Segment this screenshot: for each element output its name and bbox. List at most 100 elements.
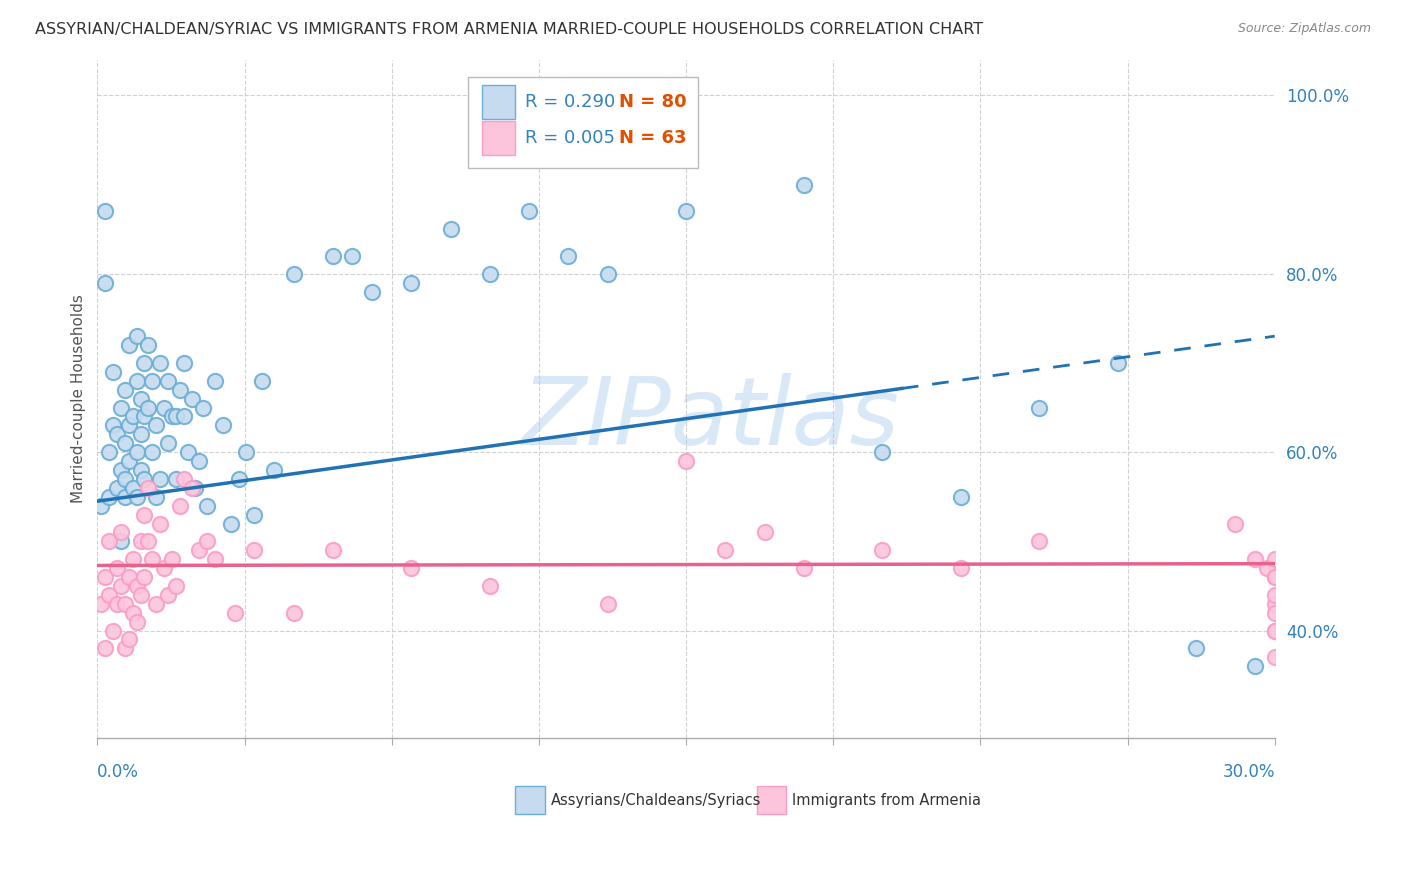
Point: [173, 409, 195, 424]
Point: [118, 338, 141, 352]
Point: [145, 597, 167, 611]
Point: [129, 392, 152, 406]
Point: [322, 543, 344, 558]
Point: [401, 561, 423, 575]
Point: [125, 445, 148, 459]
Point: [129, 427, 152, 442]
Point: [173, 472, 195, 486]
Point: [156, 588, 179, 602]
Point: [675, 454, 697, 468]
Point: [596, 267, 619, 281]
Point: [235, 445, 257, 459]
Point: [228, 472, 250, 486]
Point: [110, 525, 132, 540]
Point: [110, 401, 132, 415]
Point: [149, 472, 172, 486]
Point: [361, 285, 384, 299]
Point: [243, 508, 266, 522]
Text: R = 0.005: R = 0.005: [524, 128, 614, 146]
Point: [1107, 356, 1129, 370]
Point: [98, 445, 121, 459]
Point: [129, 588, 152, 602]
Point: [110, 579, 132, 593]
Point: [134, 409, 156, 424]
Point: [160, 552, 183, 566]
Point: [1264, 597, 1286, 611]
Point: [160, 409, 183, 424]
Point: [118, 570, 141, 584]
Point: [1244, 659, 1267, 673]
Point: [118, 632, 141, 647]
Point: [125, 329, 148, 343]
Point: [439, 222, 461, 236]
Text: N = 80: N = 80: [619, 94, 686, 112]
Point: [250, 374, 273, 388]
Point: [114, 641, 136, 656]
Point: [134, 356, 156, 370]
Point: [145, 490, 167, 504]
Point: [134, 508, 156, 522]
Point: [1264, 624, 1286, 638]
Point: [138, 534, 160, 549]
Point: [478, 579, 501, 593]
Point: [212, 418, 235, 433]
Point: [322, 249, 344, 263]
Point: [1264, 624, 1286, 638]
FancyBboxPatch shape: [468, 77, 697, 168]
Point: [180, 392, 202, 406]
Point: [101, 418, 124, 433]
Point: [195, 499, 218, 513]
Point: [90, 597, 112, 611]
Point: [949, 561, 972, 575]
Point: [1256, 561, 1278, 575]
Point: [169, 499, 191, 513]
Point: [793, 561, 815, 575]
FancyBboxPatch shape: [516, 787, 544, 814]
Point: [134, 472, 156, 486]
Point: [754, 525, 776, 540]
Point: [1185, 641, 1208, 656]
Point: [165, 409, 187, 424]
Point: [105, 597, 128, 611]
Point: [138, 338, 160, 352]
Point: [1264, 606, 1286, 620]
Point: [153, 561, 176, 575]
Point: [114, 436, 136, 450]
Text: Source: ZipAtlas.com: Source: ZipAtlas.com: [1237, 22, 1371, 36]
Point: [283, 267, 305, 281]
Point: [1264, 552, 1286, 566]
Point: [145, 418, 167, 433]
Point: [169, 383, 191, 397]
Y-axis label: Married-couple Households: Married-couple Households: [72, 294, 86, 503]
Point: [90, 499, 112, 513]
Point: [110, 534, 132, 549]
Point: [114, 472, 136, 486]
Point: [138, 401, 160, 415]
Text: Assyrians/Chaldeans/Syriacs: Assyrians/Chaldeans/Syriacs: [551, 792, 761, 807]
Text: Immigrants from Armenia: Immigrants from Armenia: [792, 792, 981, 807]
Point: [141, 374, 163, 388]
Point: [98, 490, 121, 504]
Point: [193, 401, 215, 415]
Point: [342, 249, 364, 263]
Point: [110, 463, 132, 477]
Point: [1264, 570, 1286, 584]
Point: [165, 472, 187, 486]
Point: [121, 481, 143, 495]
Point: [114, 383, 136, 397]
FancyBboxPatch shape: [482, 120, 516, 154]
Point: [1264, 588, 1286, 602]
Point: [243, 543, 266, 558]
Point: [165, 579, 187, 593]
Point: [870, 445, 893, 459]
Point: [870, 543, 893, 558]
Point: [156, 374, 179, 388]
Point: [114, 490, 136, 504]
Point: [557, 249, 579, 263]
Point: [949, 490, 972, 504]
Point: [401, 276, 423, 290]
Point: [138, 481, 160, 495]
Point: [125, 374, 148, 388]
Point: [1225, 516, 1247, 531]
Text: N = 63: N = 63: [619, 128, 686, 146]
